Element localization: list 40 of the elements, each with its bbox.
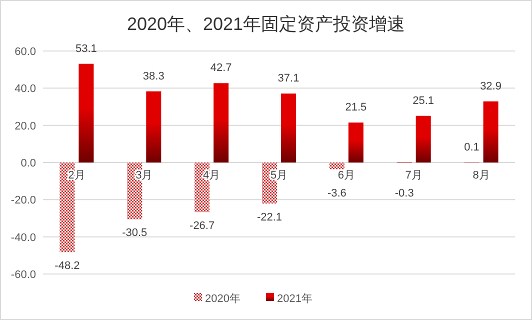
data-label: 25.1 [412,94,434,107]
data-label: -0.3 [394,188,414,200]
data-label: 53.1 [76,42,97,55]
x-tick-label: 3月 [136,170,153,182]
x-tick-label: 5月 [270,170,288,182]
data-label: -30.5 [122,227,148,240]
bar [329,162,344,170]
bar [281,94,296,162]
bar [60,162,75,252]
bar [483,101,498,162]
y-tick-label: 60.0 [14,46,36,58]
y-tick-label: 40.0 [14,83,36,96]
data-label: 21.5 [345,102,367,114]
y-tick-label: -40.0 [10,232,36,244]
y-tick-label: -60.0 [10,269,36,281]
bar [416,116,431,162]
data-label: -48.2 [54,260,80,272]
y-tick-label: 20.0 [14,120,36,132]
bar [127,162,142,220]
data-label: 38.3 [142,70,164,82]
y-tick-label: 0.0 [20,158,36,170]
chart-title: 2020年、2021年固定资产投资增速 [126,14,406,34]
data-label: 0.1 [464,141,480,154]
data-label: -22.1 [256,212,282,224]
x-tick-label: 6月 [338,170,355,182]
bar [194,162,210,212]
y-tick-label: -20.0 [10,194,36,207]
bar [348,122,364,162]
data-label: -3.6 [327,188,346,200]
x-tick-label: 7月 [405,170,422,182]
legend-label: 2020年 [205,293,240,305]
data-label: -26.7 [190,220,215,232]
bar [78,64,94,162]
x-tick-label: 8月 [472,170,490,182]
data-label: 42.7 [210,62,232,74]
data-label: 37.1 [278,72,300,85]
data-label: 32.9 [480,80,502,92]
legend-label: 2021年 [277,293,312,305]
bar [214,83,229,162]
bar [146,91,162,162]
